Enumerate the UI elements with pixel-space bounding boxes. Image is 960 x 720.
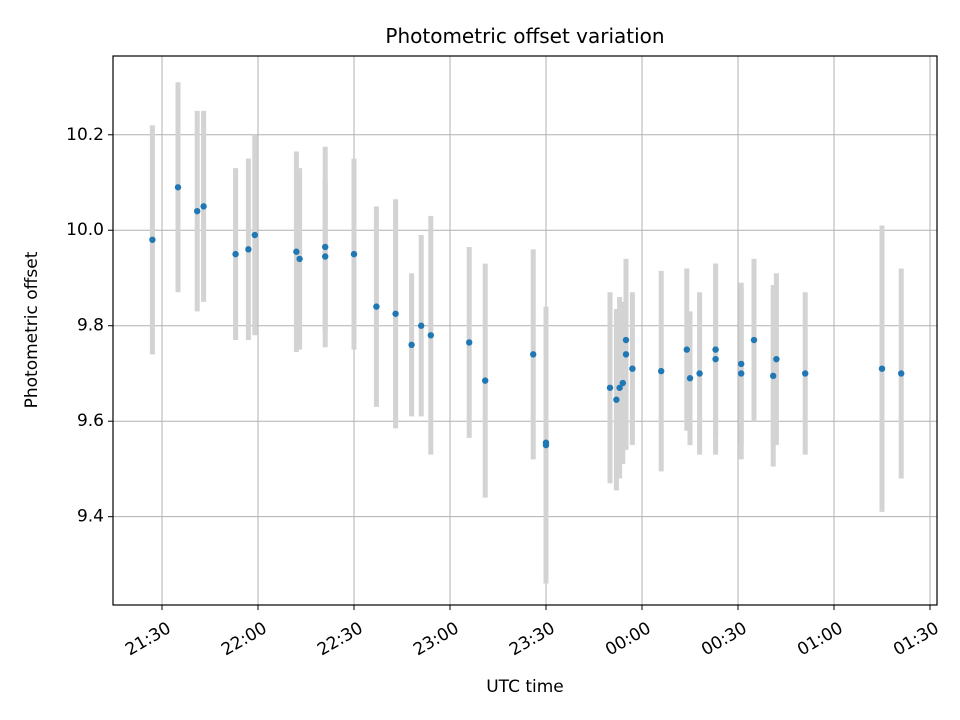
data-point: [738, 360, 745, 368]
data-point: [466, 339, 473, 346]
data-point: [296, 255, 303, 263]
data-point: [373, 303, 380, 310]
data-point: [619, 379, 626, 387]
y-tick-label: 9.4: [77, 507, 104, 527]
data-points: [149, 184, 905, 449]
data-point: [606, 384, 614, 391]
data-point: [174, 184, 182, 191]
data-point: [232, 250, 239, 258]
data-point: [616, 384, 623, 391]
y-tick-label: 9.8: [77, 316, 104, 336]
plot-frame: [112, 55, 938, 606]
data-point: [773, 355, 780, 363]
data-point: [613, 396, 620, 403]
data-point: [622, 336, 630, 344]
data-point: [629, 365, 636, 372]
y-axis-ticks: 9.4 9.6 9.8 10.0 10.2: [66, 125, 113, 527]
y-tick-label: 9.6: [77, 411, 104, 431]
data-point: [408, 341, 415, 349]
data-point: [770, 372, 777, 380]
y-tick-label: 10.2: [66, 125, 104, 145]
chart-title: Photometric offset variation: [385, 24, 664, 48]
data-point: [622, 351, 630, 358]
data-point: [251, 231, 258, 239]
data-point: [658, 367, 665, 375]
data-point: [350, 250, 358, 258]
data-point: [750, 336, 758, 344]
data-point: [802, 370, 809, 377]
data-point: [542, 439, 550, 446]
data-point: [293, 248, 300, 255]
data-point: [200, 203, 207, 210]
data-point: [245, 246, 252, 253]
data-point: [530, 351, 537, 358]
x-axis-label: UTC time: [486, 677, 564, 697]
data-point: [898, 370, 905, 377]
data-point: [392, 310, 399, 317]
data-point: [686, 375, 694, 382]
data-point: [482, 377, 489, 384]
data-point: [738, 370, 745, 377]
data-point: [322, 253, 329, 260]
data-point: [696, 370, 703, 377]
data-point: [427, 332, 434, 339]
y-tick-label: 10.0: [66, 220, 104, 240]
y-axis-label: Photometric offset: [22, 251, 42, 408]
data-point: [194, 207, 201, 215]
data-point: [418, 322, 425, 329]
data-point: [878, 365, 886, 372]
data-point: [149, 236, 156, 243]
data-point: [712, 355, 719, 363]
data-point: [712, 346, 719, 353]
data-point: [322, 243, 329, 251]
data-point: [683, 346, 690, 353]
